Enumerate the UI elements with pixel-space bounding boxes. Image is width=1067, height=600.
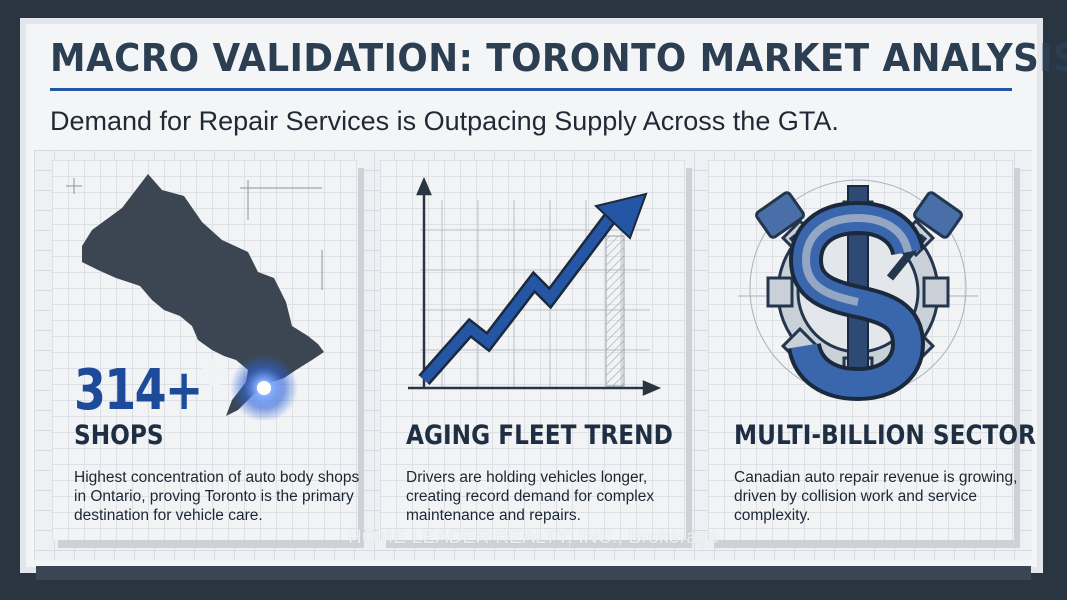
bottom-bar [36, 566, 1031, 580]
brokerage-watermark: HOME LEADER REALTY, INC., Brokerage [348, 527, 719, 548]
title-underline [50, 88, 1012, 91]
panel-heading: SHOPS [74, 420, 164, 451]
panel-heading: AGING FLEET TREND [406, 420, 673, 451]
trend-arrow-chart-icon [408, 176, 662, 396]
page-subtitle: Demand for Repair Services is Outpacing … [50, 106, 839, 136]
shop-count-stat: 314+ [74, 358, 203, 423]
page-title: MACRO VALIDATION: TORONTO MARKET ANALYSI… [50, 36, 1067, 80]
panel-heading: MULTI-BILLION SECTOR [734, 420, 1036, 451]
panel-multi-billion-sector: MULTI-BILLION SECTOR Canadian auto repai… [708, 160, 1036, 540]
panel-shops: 314+ SHOPS Highest concentration of auto… [52, 160, 359, 540]
panel-description: Highest concentration of auto body shops… [74, 469, 360, 524]
panel-description: Canadian auto repair revenue is growing,… [734, 469, 1018, 524]
panel-description: Drivers are holding vehicles longer, cre… [406, 469, 655, 524]
ontario-map-icon [66, 174, 324, 420]
panel-aging-fleet: AGING FLEET TREND Drivers are holding ve… [380, 160, 686, 540]
dollar-gear-pistons-icon [738, 179, 978, 402]
